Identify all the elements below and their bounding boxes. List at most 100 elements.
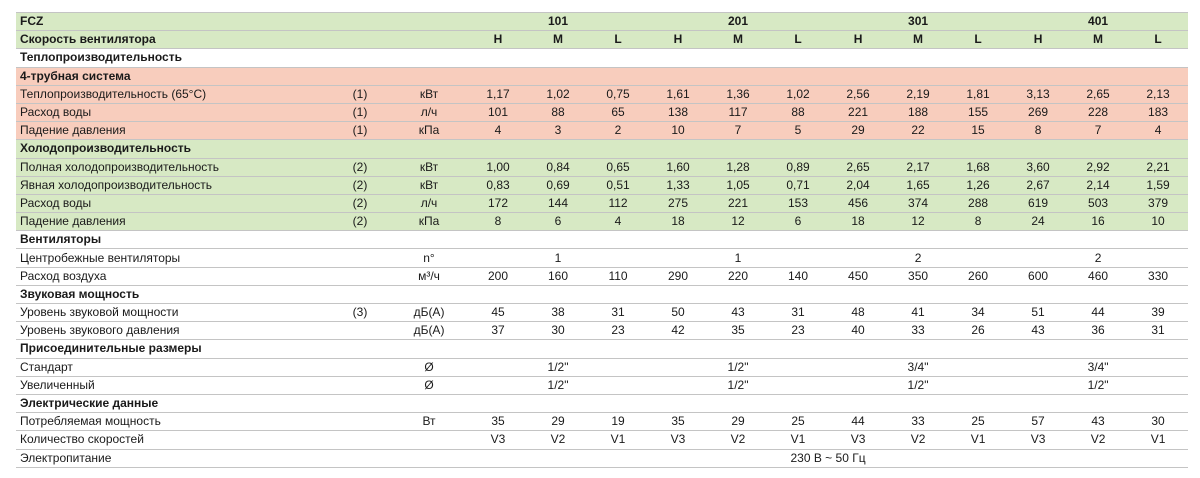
value: 8 (948, 212, 1009, 232)
data-row: Уровень звукового давления дБ(A) 37 30 23 42 3… (16, 321, 1189, 341)
unit: Ø (390, 358, 468, 377)
section-title: Теплопроизводительность (16, 48, 1189, 68)
speed-header: H (828, 30, 889, 50)
value: 1,68 (948, 158, 1009, 177)
section-title: Холодопроизводительность (16, 139, 1189, 159)
empty-cell (948, 376, 1009, 395)
value: 330 (1128, 267, 1189, 286)
value: 31 (1128, 321, 1189, 341)
note: (2) (330, 212, 390, 232)
note: (1) (330, 103, 390, 123)
value: 37 (468, 321, 528, 341)
empty-cell (1128, 376, 1189, 395)
value: 188 (888, 103, 949, 123)
value: 112 (588, 194, 649, 214)
empty-cell (390, 11, 468, 32)
value: 22 (888, 121, 949, 141)
value: 38 (528, 303, 588, 323)
value: 600 (1008, 267, 1069, 286)
value: V2 (888, 430, 949, 450)
value: 288 (948, 194, 1009, 214)
speed-header: L (948, 30, 1009, 50)
value: 160 (528, 267, 588, 286)
value: 6 (768, 212, 829, 232)
value: 144 (528, 194, 588, 214)
value: 18 (828, 212, 889, 232)
value: 10 (648, 121, 709, 141)
value: 1,02 (768, 85, 829, 104)
value: 34 (948, 303, 1009, 323)
note (330, 321, 390, 341)
unit: Ø (390, 376, 468, 395)
data-row: Потребляемая мощность Вт 35 29 19 35 29 25 44 33 2… (16, 412, 1189, 432)
value: 35 (468, 412, 528, 432)
speed-header: H (648, 30, 709, 50)
data-row: Уровень звуковой мощности (3) дБ(A) 45 38 31 5… (16, 303, 1189, 323)
unit: л/ч (390, 194, 468, 214)
row-label: Полная холодопроизводительность (16, 158, 330, 177)
value: 228 (1068, 103, 1129, 123)
empty-cell (1008, 376, 1069, 395)
value: 290 (648, 267, 709, 286)
speed-label: Скорость вентилятора (16, 30, 330, 50)
value: 1,59 (1128, 176, 1189, 195)
value: 8 (1008, 121, 1069, 141)
row-label: Уровень звукового давления (16, 321, 330, 341)
value: 0,83 (468, 176, 528, 195)
row-label: Электропитание (16, 449, 330, 468)
value: V2 (528, 430, 588, 450)
speed-header: H (1008, 30, 1069, 50)
unit (390, 430, 468, 450)
row-label: Падение давления (16, 121, 330, 141)
section-title: Вентиляторы (16, 230, 1189, 250)
section-row: Холодопроизводительность (16, 139, 1189, 159)
header-row: Скорость вентилятора H M L H M L H M L H M L (16, 30, 1189, 50)
value: 33 (888, 321, 949, 341)
value: 0,65 (588, 158, 649, 177)
row-label: Расход воздуха (16, 267, 330, 286)
data-row: Теплопроизводительность (65°C) (1) кВт 1,17… (16, 85, 1189, 104)
value: 1,81 (948, 85, 1009, 104)
value: 117 (708, 103, 769, 123)
value: 1,17 (468, 85, 528, 104)
value: 1,61 (648, 85, 709, 104)
spec-table: FCZ 101 201 301 401 Скорость вентилятора H M L H M… (16, 11, 1189, 468)
value: 2,04 (828, 176, 889, 195)
unit (390, 449, 468, 468)
empty-cell (768, 376, 829, 395)
value: 48 (828, 303, 889, 323)
value: 4 (1128, 121, 1189, 141)
value: 0,84 (528, 158, 588, 177)
value: 2,13 (1128, 85, 1189, 104)
value: 1,00 (468, 158, 528, 177)
value: 3,13 (1008, 85, 1069, 104)
section-title: Присоединительные размеры (16, 339, 1189, 359)
value: 2,67 (1008, 176, 1069, 195)
unit: л/ч (390, 103, 468, 123)
empty-cell (588, 248, 649, 268)
value: 65 (588, 103, 649, 123)
data-row: Явная холодопроизводительность (2) кВт 0,83… (16, 176, 1189, 195)
value: 0,71 (768, 176, 829, 195)
value: 2,14 (1068, 176, 1129, 195)
note (330, 358, 390, 377)
value: 0,89 (768, 158, 829, 177)
unit: кВт (390, 176, 468, 195)
data-row: Падение давления (2) кПа 8 6 4 18 12 6 18 12 8 24 16 1… (16, 212, 1189, 232)
value: 1/2" (708, 376, 769, 395)
value: 19 (588, 412, 649, 432)
value: 5 (768, 121, 829, 141)
section-row: Присоединительные размеры (16, 339, 1189, 359)
empty-cell (828, 376, 889, 395)
value: V3 (828, 430, 889, 450)
data-row: Падение давления (1) кПа 4 3 2 10 7 5 29 22 15 8 7 4 (16, 121, 1189, 141)
value: 35 (708, 321, 769, 341)
value: 1 (708, 248, 769, 268)
speed-header: M (888, 30, 949, 50)
value: 43 (708, 303, 769, 323)
empty-cell (468, 358, 528, 377)
value: 1,05 (708, 176, 769, 195)
unit: Вт (390, 412, 468, 432)
value: 0,69 (528, 176, 588, 195)
